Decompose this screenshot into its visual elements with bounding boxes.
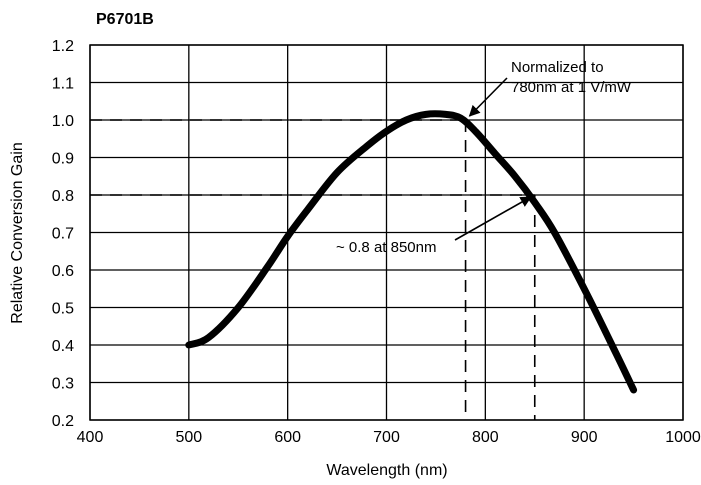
y-tick-label: 0.9 (52, 151, 74, 168)
chart-title: P6701B (96, 11, 154, 28)
y-tick-label: 0.7 (52, 226, 74, 243)
y-tick-label: 0.4 (52, 338, 74, 355)
x-axis-title: Wavelength (nm) (326, 462, 447, 479)
y-tick-label: 0.8 (52, 188, 74, 205)
annotation-text: Normalized to 780nm at 1 V/mW (511, 59, 632, 96)
x-tick-label: 1000 (665, 429, 701, 446)
annotations: Normalized to 780nm at 1 V/mW ~ 0.8 at 850… (336, 59, 632, 256)
x-tick-label: 900 (571, 429, 598, 446)
y-axis-title: Relative Conversion Gain (9, 142, 26, 323)
annotation-text: ~ 0.8 at 850nm (336, 239, 437, 256)
y-tick-label: 1.1 (52, 76, 74, 93)
annotation-line: Normalized to (511, 59, 604, 76)
x-tick-label: 700 (373, 429, 400, 446)
grid (89, 44, 684, 421)
y-tick-label: 0.2 (52, 413, 74, 430)
annotation-line: 780nm at 1 V/mW (511, 79, 632, 96)
y-tick-label: 1.2 (52, 38, 74, 55)
y-tick-label: 0.5 (52, 301, 74, 318)
x-axis-ticks: 400 500 600 700 800 900 1000 (77, 429, 701, 446)
x-tick-label: 500 (175, 429, 202, 446)
series-line (185, 110, 638, 394)
x-tick-label: 800 (472, 429, 499, 446)
plot-frame (89, 44, 684, 421)
y-tick-label: 1.0 (52, 113, 74, 130)
y-axis-ticks: 0.2 0.3 0.4 0.5 0.6 0.7 0.8 0.9 1.0 1.1 1.2 (52, 38, 74, 430)
annotation-arrow (468, 77, 508, 117)
x-tick-label: 600 (274, 429, 301, 446)
y-tick-label: 0.6 (52, 263, 74, 280)
x-tick-label: 400 (77, 429, 104, 446)
reference-lines (90, 119, 536, 420)
y-tick-label: 0.3 (52, 376, 74, 393)
annotation-line: ~ 0.8 at 850nm (336, 239, 437, 256)
annotation-arrow (454, 196, 532, 241)
